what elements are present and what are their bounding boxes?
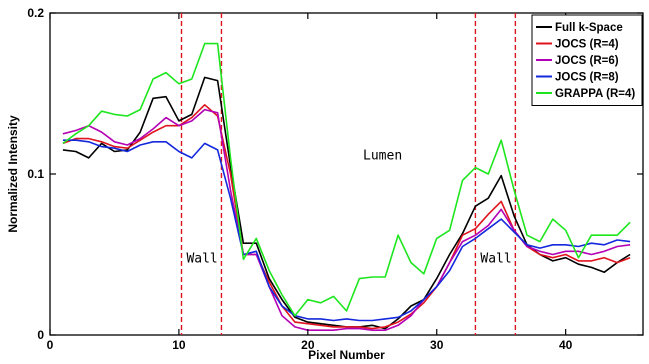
axis-ticks: 0 10 20 30 40 0 0.1 0.2 <box>27 6 643 352</box>
y-tick-label: 0.2 <box>27 6 44 20</box>
y-axis-label: Normalized Intensity <box>6 115 20 233</box>
annotation-wall-3: Wall <box>480 252 511 267</box>
x-tick-label: 0 <box>47 338 54 352</box>
series-layer <box>62 42 631 332</box>
series-line-3 <box>62 108 631 332</box>
x-tick-label: 30 <box>430 338 444 352</box>
y-tick-label: 0.1 <box>27 167 44 181</box>
series-line-5 <box>62 42 631 317</box>
legend-label-2: JOCS (R=4) <box>555 39 619 51</box>
series-line-4 <box>62 139 631 322</box>
legend-label-3: JOCS (R=6) <box>555 55 619 67</box>
annotation-lumen-1: Lumen <box>363 149 402 164</box>
legend-box <box>531 14 643 106</box>
annotation-wall-2: Wall <box>186 252 217 267</box>
series-line-2 <box>62 104 631 330</box>
y-tick-label: 0 <box>37 328 44 342</box>
wall-boundary-lines <box>180 13 517 335</box>
x-tick-label: 10 <box>172 338 186 352</box>
legend-label-5: GRAPPA (R=4) <box>555 88 635 100</box>
x-tick-label: 20 <box>301 338 315 352</box>
legend-label-1: Full k-Space <box>555 22 623 34</box>
x-tick-label: 40 <box>559 338 573 352</box>
x-axis-label: Pixel Number <box>308 348 385 362</box>
annotations: Lumen Wall Wall <box>186 149 511 267</box>
legend-label-4: JOCS (R=8) <box>555 72 619 84</box>
legend: Full k-Space JOCS (R=4) JOCS (R=6) JOCS (R=… <box>531 14 643 106</box>
